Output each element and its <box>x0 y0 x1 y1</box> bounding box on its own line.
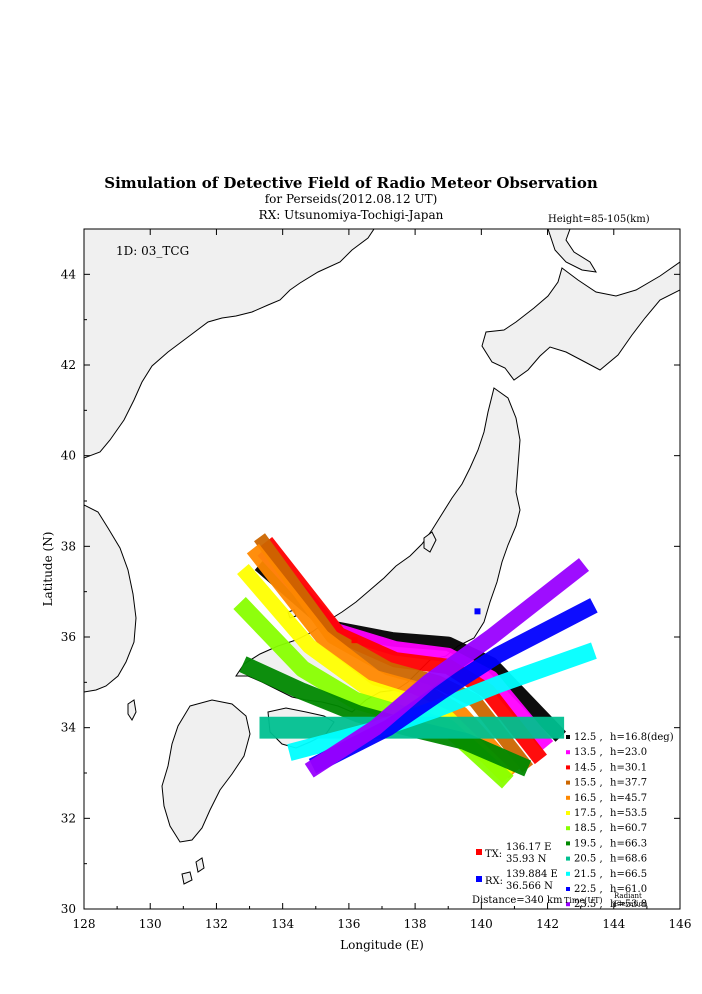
legend-time: 17.5 , <box>574 808 603 819</box>
legend-swatch <box>566 856 570 861</box>
land-tanegashima <box>195 857 205 873</box>
legend-time: 14.5 , <box>574 762 603 773</box>
y-tick-label: 38 <box>61 539 76 553</box>
distance-label: Distance=340 km <box>472 895 563 906</box>
legend-elevation: h=37.7 <box>610 778 647 789</box>
y-tick-label: 32 <box>61 811 76 825</box>
legend-elevation: h=30.1 <box>610 762 647 773</box>
height-note: Height=85-105(km) <box>548 214 650 225</box>
land-sakhalin <box>547 229 597 273</box>
axis-ticks: 128 130 132 134 136 138 140 142 144 146 30 32 34 36 38… <box>61 229 692 931</box>
legend-swatch <box>566 750 570 755</box>
land-korea <box>84 504 137 693</box>
y-tick-label: 44 <box>61 267 77 281</box>
x-tick-label: 138 <box>404 917 427 931</box>
land-mainland-north <box>84 229 375 459</box>
legend-elevation: h=61.0 <box>610 884 647 895</box>
land-sado <box>423 531 437 553</box>
legend-time: 15.5 , <box>574 778 603 789</box>
rx-latitude: 36.566 N <box>506 881 553 892</box>
y-tick-label: 40 <box>61 449 76 463</box>
y-tick-label: 36 <box>61 630 76 644</box>
legend-swatch <box>566 811 570 815</box>
legend-elevation: h=60.7 <box>610 823 647 834</box>
legend-time: 18.5 , <box>574 823 603 834</box>
tx-station-marker <box>351 637 358 644</box>
band-23-5 <box>304 558 590 778</box>
rx-station-marker <box>474 608 481 615</box>
y-tick-label: 42 <box>61 358 76 372</box>
x-tick-label: 144 <box>602 917 625 931</box>
id-label: 1D: 03_TCG <box>116 244 189 258</box>
x-tick-label: 140 <box>470 917 493 931</box>
legend: 12.5 , h=16.8(deg) 13.5 , h=23.0 14.5 , h=30.… <box>566 732 674 910</box>
x-tick-label: 132 <box>205 917 228 931</box>
legend-time: 12.5 , <box>574 732 603 743</box>
x-axis-label: Longitude (E) <box>340 938 424 952</box>
legend-elevation-label: Elevation <box>614 900 648 908</box>
legend-radiant-label: Radiant <box>614 892 642 900</box>
legend-swatch <box>566 735 570 739</box>
legend-swatch <box>566 887 570 891</box>
legend-swatch <box>566 795 570 800</box>
band-15-5 <box>254 533 534 773</box>
legend-elevation: h=23.0 <box>610 747 647 758</box>
y-tick-label: 34 <box>61 721 77 735</box>
x-tick-label: 146 <box>669 917 692 931</box>
land-kyushu <box>161 699 251 843</box>
legend-swatch <box>566 826 570 831</box>
land-tsushima <box>127 699 137 721</box>
land-yakushima <box>181 871 193 885</box>
legend-time: 13.5 , <box>574 747 603 758</box>
legend-time: 19.5 , <box>574 838 603 849</box>
legend-swatch <box>566 841 570 846</box>
legend-time-label: Time(UT) <box>564 896 603 905</box>
legend-time: 16.5 , <box>574 793 603 804</box>
legend-elevation: h=53.5 <box>610 808 647 819</box>
rx-label: RX: <box>485 876 503 887</box>
legend-time: 20.5 , <box>574 854 603 865</box>
detection-bands <box>233 533 598 789</box>
tx-latitude: 35.93 N <box>506 854 547 865</box>
stations <box>351 608 481 644</box>
chart-subtitle-receiver: RX: Utsunomiya-Tochigi-Japan <box>258 208 444 222</box>
legend-elevation: h=66.3 <box>610 838 647 849</box>
legend-swatch <box>566 780 570 785</box>
y-tick-label: 30 <box>61 902 76 916</box>
x-tick-label: 142 <box>536 917 559 931</box>
tx-label: TX: <box>485 849 502 860</box>
legend-elevation: h=66.5 <box>610 869 647 880</box>
legend-swatch <box>566 902 570 907</box>
x-tick-label: 134 <box>271 917 294 931</box>
legend-elevation: h=45.7 <box>610 793 647 804</box>
x-tick-label: 136 <box>337 917 360 931</box>
land-hokkaido <box>481 261 680 381</box>
station-info: TX: 136.17 E 35.93 N RX: 139.884 E 36.56… <box>472 842 648 908</box>
legend-elevation: h=68.6 <box>610 854 647 865</box>
legend-time: 22.5 , <box>574 884 603 895</box>
x-tick-label: 128 <box>73 917 96 931</box>
tx-longitude: 136.17 E <box>506 842 551 853</box>
rx-longitude: 139.884 E <box>506 869 558 880</box>
legend-time: 21.5 , <box>574 869 603 880</box>
tx-legend-marker <box>476 849 482 855</box>
chart-title: Simulation of Detective Field of Radio M… <box>104 174 598 192</box>
legend-elevation: h=53.8 <box>610 899 647 910</box>
legend-elevation: h=16.8(deg) <box>610 732 674 743</box>
legend-time: 23.5 , <box>574 899 603 910</box>
rx-legend-marker <box>476 876 482 882</box>
chart-subtitle-shower: for Perseids(2012.08.12 UT) <box>264 192 438 206</box>
y-axis-label: Latitude (N) <box>41 532 55 607</box>
legend-swatch <box>566 871 570 876</box>
legend-swatch <box>566 765 570 770</box>
x-tick-label: 130 <box>139 917 162 931</box>
